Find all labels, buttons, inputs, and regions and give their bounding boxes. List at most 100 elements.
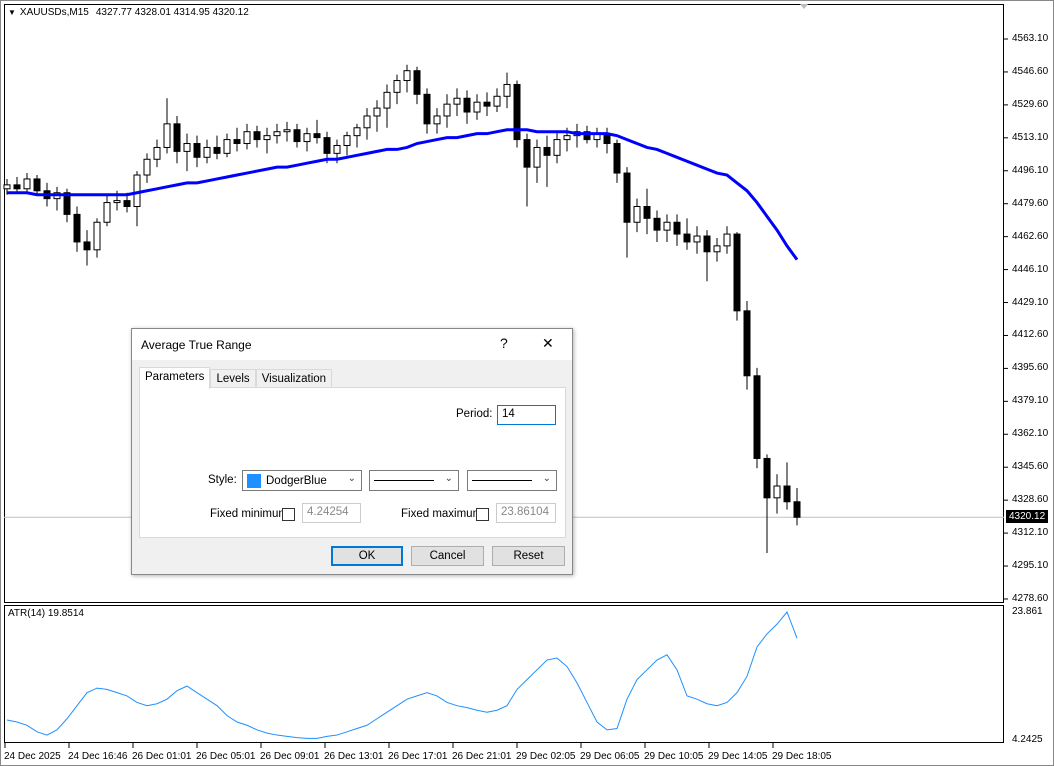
atr-max-label: 23.861 — [1012, 606, 1043, 617]
candle-body — [463, 97, 471, 113]
ohlc-values: 4327.77 4328.01 4314.95 4320.12 — [95, 7, 249, 18]
candle-body — [153, 146, 161, 160]
candle-body — [663, 221, 671, 231]
candle-body — [713, 245, 721, 253]
atr-label: ATR(14) 19.8514 — [8, 608, 84, 619]
period-input[interactable]: 14 — [497, 405, 556, 425]
time-tick-label: 29 Dec 14:05 — [708, 751, 768, 762]
candle-body — [383, 91, 391, 109]
tab-visualization[interactable]: Visualization — [255, 369, 333, 389]
candle-body — [433, 115, 441, 125]
candle-body — [753, 375, 761, 459]
parameters-panel: Period: 14 Style: DodgerBlue ⌄ ⌄ ⌄ Fixed… — [139, 387, 566, 538]
candle-body — [483, 101, 491, 107]
fixed-min-checkbox[interactable] — [282, 508, 295, 521]
price-tick-label: 4462.60 — [1012, 230, 1049, 242]
line-width-select[interactable]: ⌄ — [467, 470, 557, 491]
time-tick-label: 26 Dec 21:01 — [452, 751, 512, 762]
line-style-preview — [374, 480, 434, 481]
close-icon[interactable]: ✕ — [542, 335, 554, 351]
candle-body — [333, 144, 341, 154]
price-tick-label: 4345.60 — [1012, 461, 1049, 473]
price-tick-label: 4513.10 — [1012, 131, 1049, 143]
candle-body — [113, 200, 121, 204]
atr-line — [6, 611, 798, 739]
candle-body — [63, 192, 71, 215]
fixed-max-input[interactable]: 23.86104 — [496, 503, 556, 523]
ok-button[interactable]: OK — [331, 546, 403, 566]
candle-body — [263, 135, 271, 141]
candle-body — [23, 178, 31, 190]
reset-button[interactable]: Reset — [492, 546, 565, 566]
candle-body — [203, 146, 211, 158]
candle-body — [783, 485, 791, 503]
dialog-title: Average True Range — [141, 337, 252, 352]
period-label: Period: — [456, 408, 493, 420]
candle-body — [743, 310, 751, 377]
candle-body — [283, 129, 291, 133]
shift-marker-icon — [800, 4, 808, 9]
candle-body — [503, 83, 511, 97]
atr-subwindow[interactable] — [4, 605, 1004, 743]
price-tick-label: 4295.10 — [1012, 560, 1049, 572]
candle-body — [793, 501, 801, 518]
candle-body — [103, 202, 111, 223]
candle-body — [453, 97, 461, 105]
candle-body — [353, 127, 361, 137]
tab-parameters[interactable]: Parameters — [139, 367, 211, 389]
candle-body — [73, 213, 81, 243]
current-price-tag: 4320.12 — [1006, 510, 1049, 523]
candle-body — [343, 135, 351, 146]
chevron-down-icon: ⌄ — [444, 473, 453, 484]
price-tick-label: 4496.10 — [1012, 164, 1049, 176]
fixed-max-checkbox[interactable] — [476, 508, 489, 521]
atr-min-label: 4.2425 — [1012, 734, 1043, 745]
candle-body — [613, 143, 621, 174]
fixed-min-label: Fixed minimum — [210, 508, 288, 520]
tab-levels[interactable]: Levels — [210, 369, 256, 389]
candle-body — [3, 184, 11, 190]
price-tick-label: 4429.10 — [1012, 296, 1049, 308]
help-button[interactable]: ? — [500, 335, 508, 351]
candle-body — [123, 200, 131, 208]
candle-body — [293, 129, 301, 143]
fixed-min-input[interactable]: 4.24254 — [302, 503, 361, 523]
time-tick-label: 26 Dec 17:01 — [388, 751, 448, 762]
price-tick-label: 4395.60 — [1012, 362, 1049, 374]
candle-body — [563, 135, 571, 141]
line-style-select[interactable]: ⌄ — [369, 470, 459, 491]
price-tick-label: 4446.10 — [1012, 263, 1049, 275]
color-select[interactable]: DodgerBlue ⌄ — [242, 470, 362, 491]
candle-body — [33, 178, 41, 192]
dialog-titlebar[interactable]: Average True Range ? ✕ — [132, 329, 572, 360]
candle-body — [623, 172, 631, 223]
time-tick-label: 29 Dec 06:05 — [580, 751, 640, 762]
cancel-button[interactable]: Cancel — [411, 546, 484, 566]
time-tick-label: 24 Dec 16:46 — [68, 751, 128, 762]
candle-body — [673, 221, 681, 235]
time-tick-label: 26 Dec 01:01 — [132, 751, 192, 762]
style-label: Style: — [208, 474, 237, 486]
color-swatch — [247, 473, 261, 488]
candle-body — [13, 184, 21, 190]
candle-body — [223, 139, 231, 154]
candle-body — [313, 133, 321, 139]
price-tick-label: 4328.60 — [1012, 494, 1049, 506]
dropdown-triangle-icon[interactable]: ▼ — [8, 8, 16, 17]
price-tick-label: 4379.10 — [1012, 395, 1049, 407]
candle-body — [513, 83, 521, 141]
atr-dialog: Average True Range ? ✕ Parameters Levels… — [131, 328, 573, 575]
candle-body — [133, 174, 141, 208]
candle-body — [193, 143, 201, 158]
candle-body — [763, 457, 771, 499]
candle-body — [243, 131, 251, 145]
candle-body — [363, 115, 371, 129]
line-width-preview — [472, 480, 532, 481]
price-chart[interactable] — [4, 4, 1004, 603]
chart-header: ▼ XAUUSDs,M15 4327.77 4328.01 4314.95 43… — [8, 7, 249, 18]
candle-body — [163, 123, 171, 148]
price-tick-label: 4278.60 — [1012, 592, 1049, 604]
candle-body — [393, 80, 401, 93]
candle-body — [403, 70, 411, 82]
time-tick-label: 24 Dec 2025 — [4, 751, 61, 762]
